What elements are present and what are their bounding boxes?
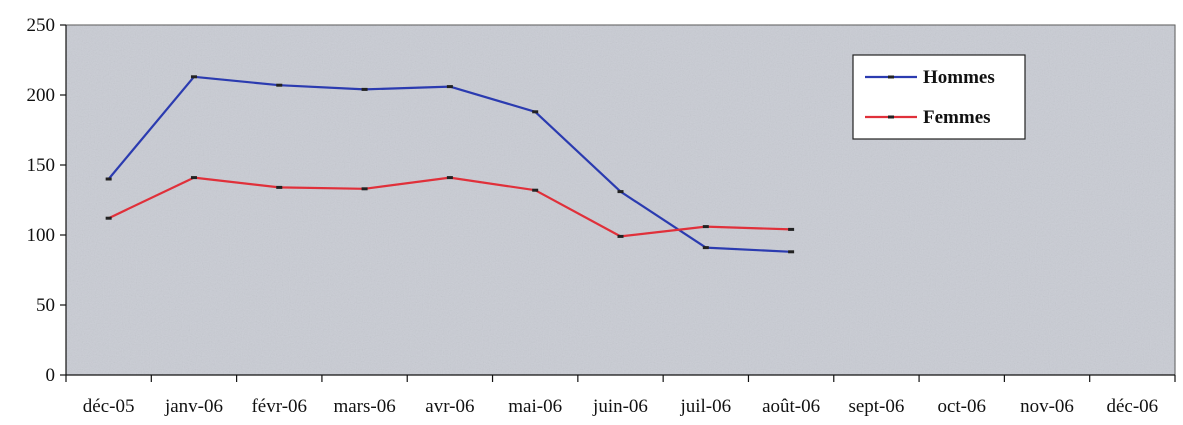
data-point <box>617 234 624 238</box>
legend: Hommes Femmes <box>852 54 1026 140</box>
x-tick-label: juin-06 <box>592 396 648 417</box>
x-tick-label: mars-06 <box>333 396 395 417</box>
x-tick-label: oct-06 <box>937 396 986 417</box>
x-tick-label: sept-06 <box>848 396 904 417</box>
y-tick-label: 250 <box>27 15 56 36</box>
legend-marker <box>888 75 894 79</box>
data-point <box>190 176 197 180</box>
data-point <box>276 185 283 189</box>
series-lines <box>105 75 795 254</box>
x-tick-label: mai-06 <box>508 396 562 417</box>
data-point <box>788 250 795 254</box>
data-point <box>361 187 368 191</box>
x-tick-label: déc-06 <box>1106 396 1158 417</box>
legend-marker <box>888 115 894 119</box>
data-point <box>190 75 197 79</box>
data-point <box>446 176 453 180</box>
legend-label-hommes: Hommes <box>923 67 995 88</box>
axes: 0 50 100 150 200 250 déc-05 janv-06 févr-06 mars-… <box>27 15 1176 417</box>
y-tick-label: 150 <box>27 155 56 176</box>
data-point <box>702 246 709 250</box>
data-point <box>446 85 453 89</box>
x-tick-label: janv-06 <box>164 396 223 417</box>
legend-label-femmes: Femmes <box>923 107 991 128</box>
data-point <box>105 216 112 220</box>
data-point <box>617 190 624 194</box>
data-point <box>361 87 368 91</box>
data-point <box>702 225 709 229</box>
data-point <box>788 227 795 231</box>
y-tick-label: 50 <box>36 295 55 316</box>
data-point <box>105 177 112 181</box>
data-point <box>276 83 283 87</box>
x-tick-label: déc-05 <box>83 396 135 417</box>
data-point <box>532 188 539 192</box>
y-tick-label: 100 <box>27 225 56 246</box>
y-tick-label: 200 <box>27 85 56 106</box>
y-tick-label: 0 <box>46 365 56 386</box>
x-tick-label: nov-06 <box>1020 396 1074 417</box>
x-tick-label: févr-06 <box>251 396 307 417</box>
x-tick-label: août-06 <box>762 396 820 417</box>
x-tick-label: juil-06 <box>679 396 731 417</box>
x-tick-label: avr-06 <box>425 396 474 417</box>
data-point <box>532 110 539 114</box>
legend-box <box>852 54 1026 140</box>
